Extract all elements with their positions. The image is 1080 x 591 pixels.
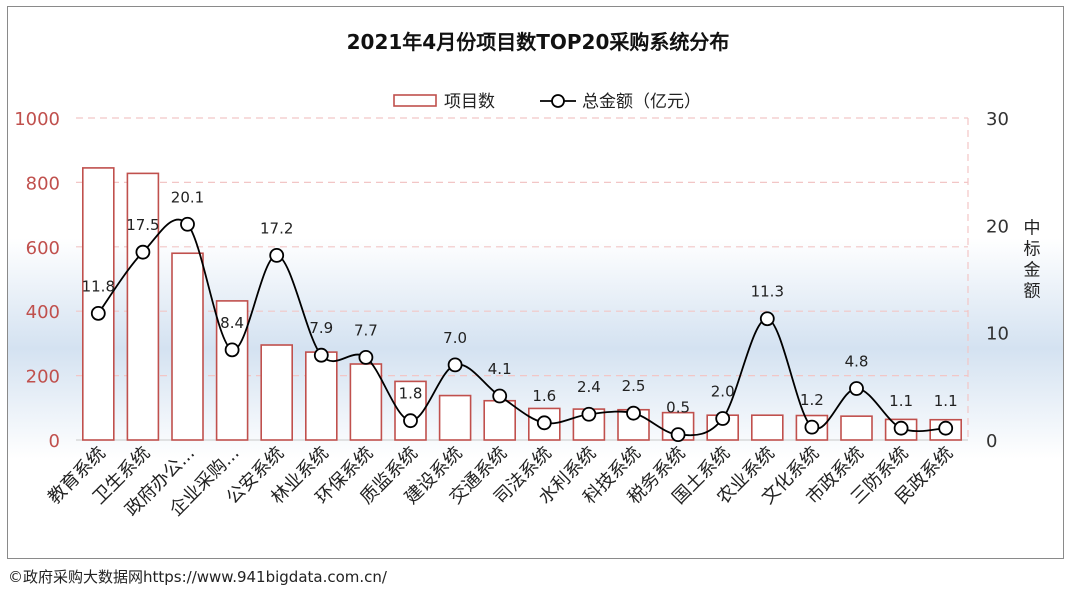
amount-point [938,420,954,436]
amount-data-label: 11.3 [751,283,784,301]
amount-data-label: 1.6 [532,387,556,405]
amount-data-label: 1.1 [889,392,913,410]
amount-point [358,349,374,365]
amount-data-label: 2.4 [577,378,601,396]
footer-source: ©政府采购大数据网https://www.941bigdata.com.cn/ [8,568,387,586]
bar [483,399,517,441]
bar [126,172,160,441]
y2-tick-label: 10 [986,324,1009,345]
chart-title: 2021年4月份项目数TOP20采购系统分布 [347,30,730,54]
amount-data-label: 2.0 [711,383,735,401]
bar [82,167,115,441]
legend-bar-swatch [393,94,437,107]
bar [840,415,873,441]
amount-data-label: 4.1 [488,360,512,378]
amount-point [626,405,641,421]
bar [260,344,293,441]
amount-data-label: 17.5 [126,216,159,234]
bar [394,380,427,441]
amount-point [224,342,240,358]
amount-point [536,415,552,431]
amount-point [759,311,775,327]
amount-data-label: 1.2 [800,391,824,409]
amount-point [403,413,418,429]
amount-data-label: 1.8 [399,385,423,403]
legend-bar-label: 项目数 [444,92,495,112]
chart-frame: 11.8 17.5 20.1 8.4 17.2 7.9 7.7 1.8 7.0 4.1 1.6 2.4… [7,6,1064,559]
legend-line-label: 总金额（亿元） [582,92,701,112]
amount-data-label: 8.4 [220,314,244,332]
amount-point [90,305,106,321]
bar [438,394,472,441]
bar [527,407,561,441]
legend-line-marker [551,94,565,108]
amount-point [492,388,508,404]
amount-point [581,406,597,422]
y2-tick-label: 20 [986,216,1009,237]
bar-layer [82,167,963,441]
amount-data-label: 7.9 [309,319,333,337]
y-tick-label: 0 [49,431,60,452]
amount-point [804,419,820,435]
y-tick-label: 200 [26,367,60,388]
amount-point [893,420,909,436]
y2-tick-label: 0 [986,431,997,452]
amount-data-label: 17.2 [260,219,293,237]
amount-data-label: 1.1 [934,392,958,410]
bar [349,363,383,441]
y-tick-label: 800 [26,173,60,194]
y2-tick-label: 30 [986,109,1009,130]
label-layer: 11.8 17.5 20.1 8.4 17.2 7.9 7.7 1.8 7.0 4.1 1.6 2.4… [82,188,958,416]
line-layer [90,216,954,443]
amount-data-label: 2.5 [622,377,646,395]
legend: 项目数 总金额（亿元） [393,92,701,112]
amount-point [715,411,731,426]
bar [750,414,784,441]
chart: 11.8 17.5 20.1 8.4 17.2 7.9 7.7 1.8 7.0 4.1 1.6 2.4… [8,7,1063,558]
y-tick-label: 1000 [14,109,60,130]
amount-point [447,357,463,373]
amount-data-label: 7.7 [354,321,378,339]
bar [304,351,338,441]
y-tick-label: 600 [26,238,60,259]
amount-point [849,381,864,396]
bar [215,300,249,441]
amount-point [135,244,151,260]
y-tick-label: 400 [26,302,60,323]
amount-point [269,247,285,263]
amount-data-label: 4.8 [845,352,869,370]
amount-point [313,347,329,363]
amount-data-label: 0.5 [666,399,690,417]
bar [171,252,204,441]
amount-data-label: 11.8 [82,277,115,295]
amount-data-label: 7.0 [443,329,467,347]
amount-point [670,427,686,443]
y2-axis-label: 中标金额 [1024,219,1041,302]
amount-data-label: 20.1 [171,188,204,206]
amount-point [180,216,195,232]
